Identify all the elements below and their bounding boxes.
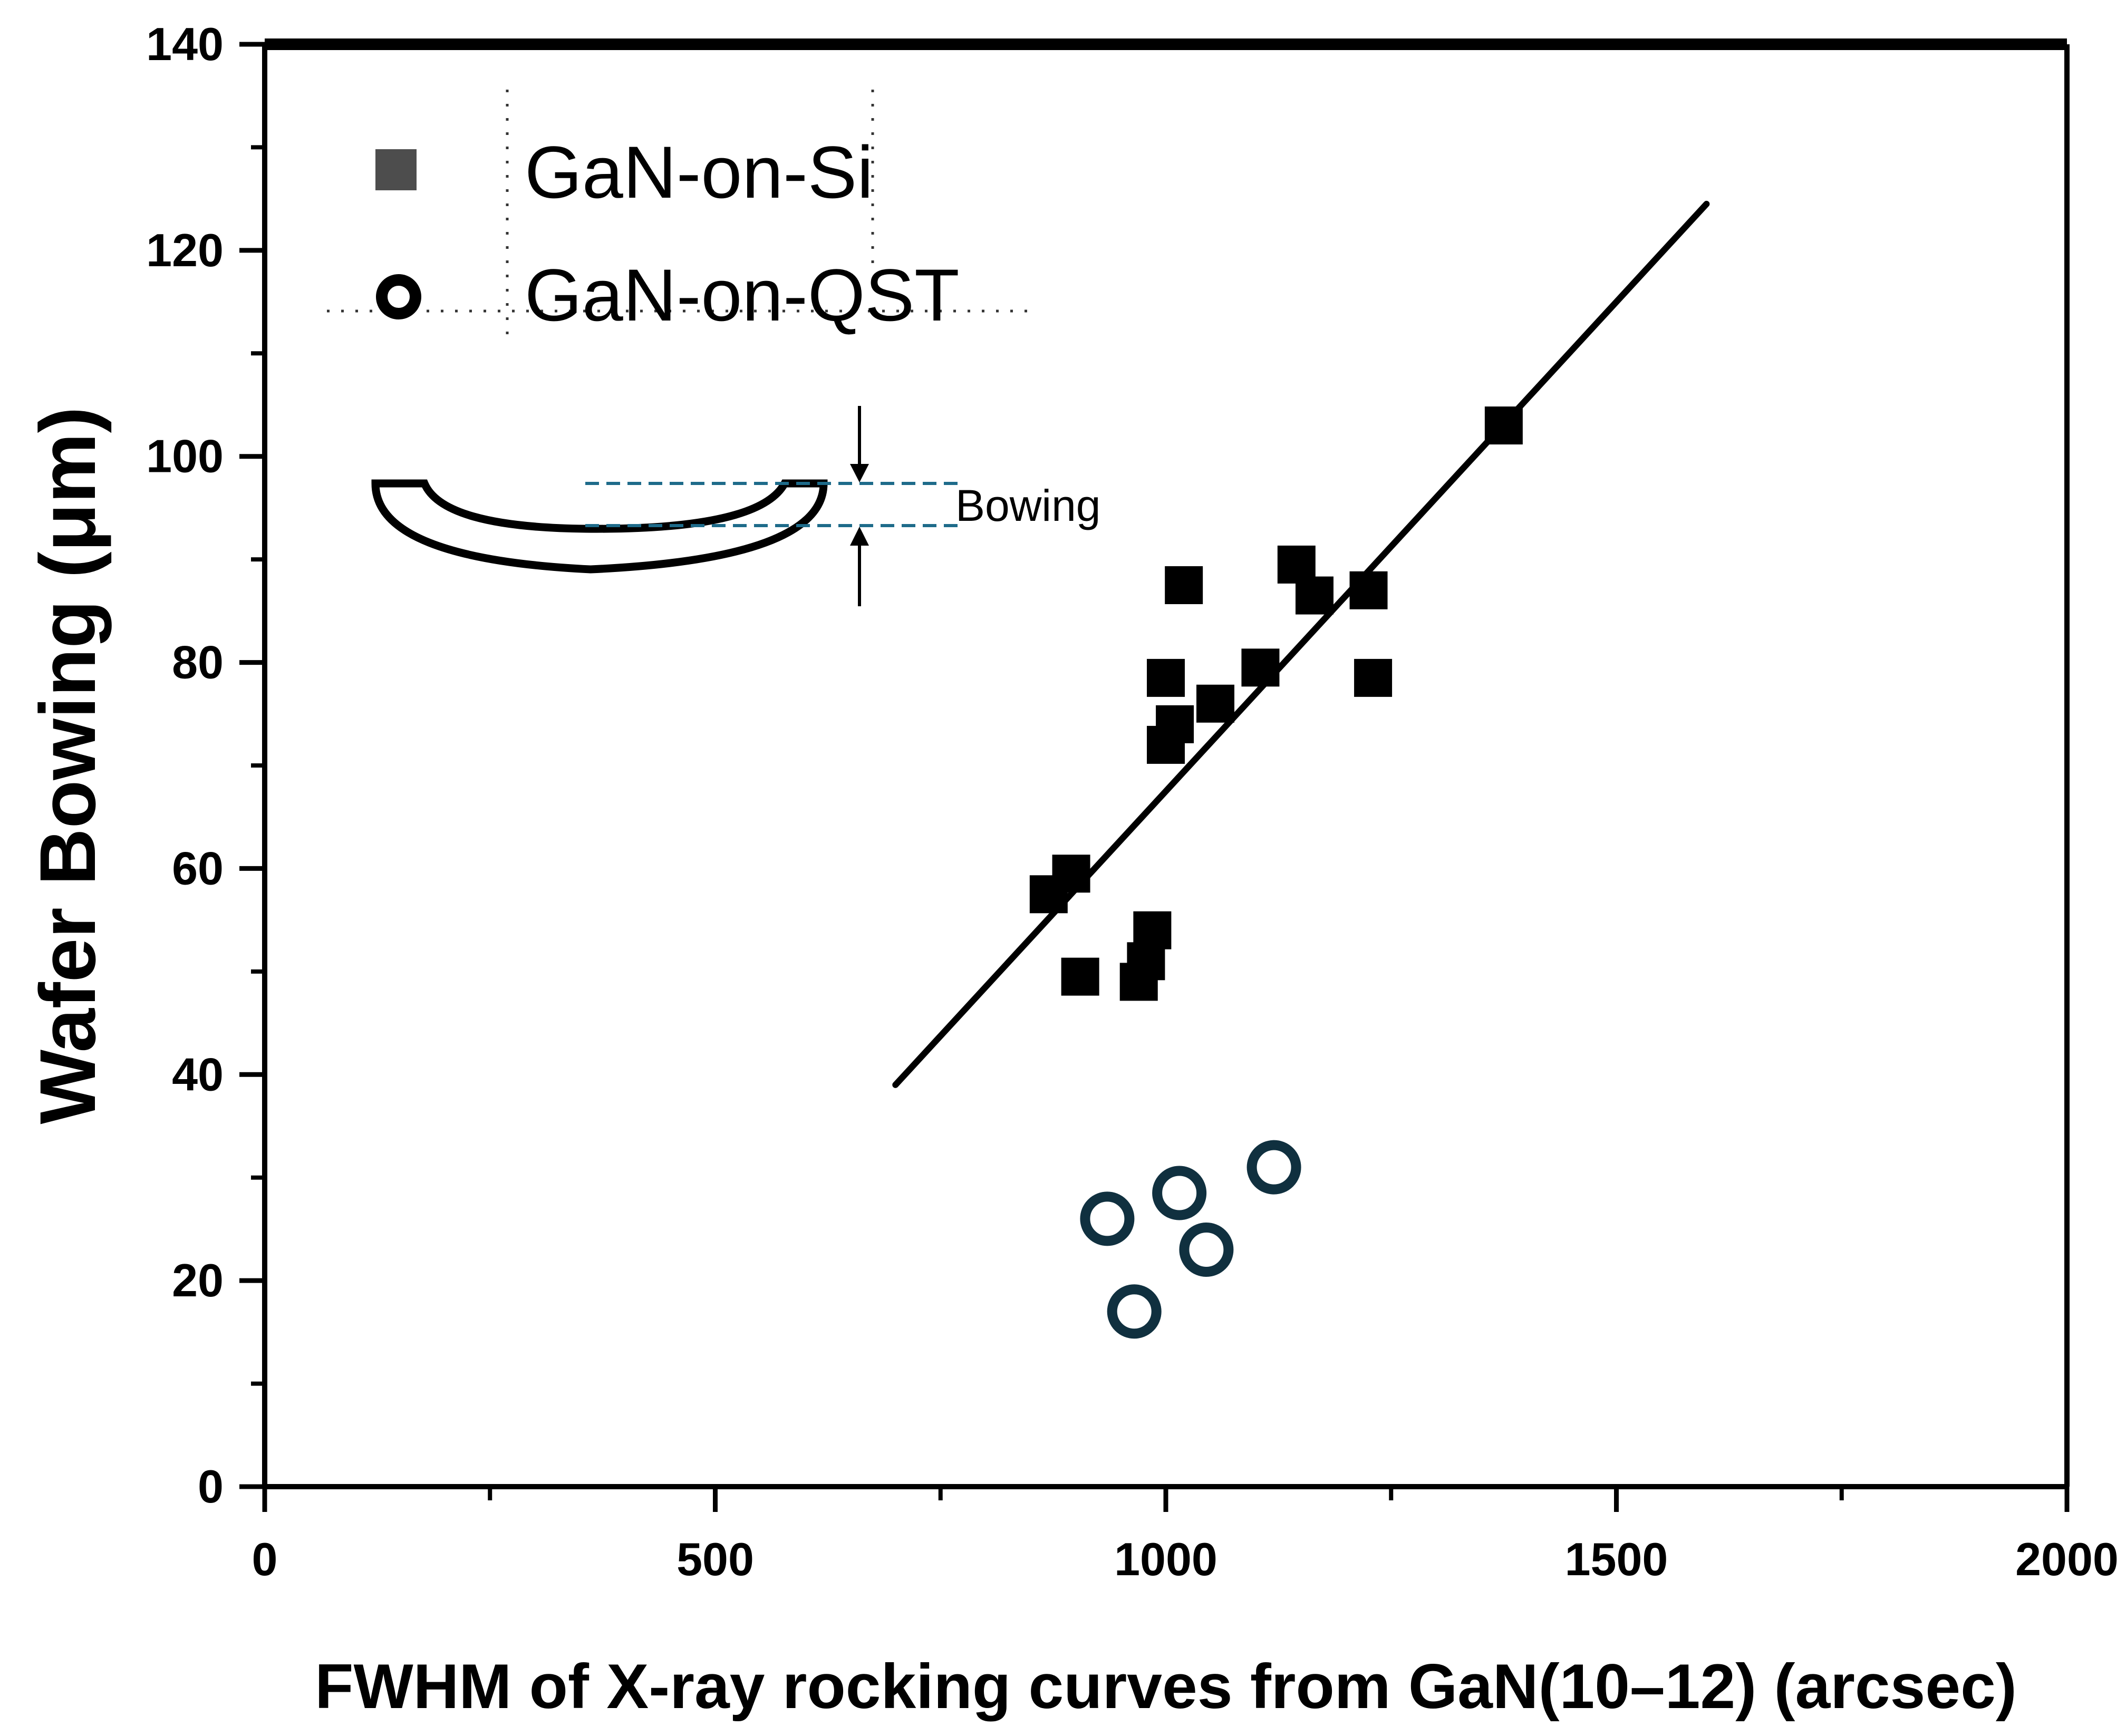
legend-marker-gan-on-qst xyxy=(376,274,421,319)
data-point-gan-on-qst xyxy=(1179,1223,1234,1277)
x-tick-label: 2000 xyxy=(2015,1533,2119,1585)
data-point-gan-on-si xyxy=(1156,705,1194,743)
legend: GaN-on-Si GaN-on-QST xyxy=(327,90,1028,343)
x-tick-label: 500 xyxy=(677,1533,754,1585)
data-point-gan-on-si xyxy=(1061,957,1099,996)
data-point-gan-on-qst xyxy=(1152,1166,1207,1220)
x-tick-label: 1000 xyxy=(1114,1533,1217,1585)
bowing-label: Bowing xyxy=(955,481,1101,530)
data-point-gan-on-si xyxy=(1295,576,1333,615)
data-point-gan-on-si xyxy=(1133,911,1172,949)
arrow-down-icon xyxy=(850,464,869,482)
x-axis-ticks: 0 500 1000 1500 2000 xyxy=(252,1487,2119,1585)
y-tick-label: 100 xyxy=(146,430,224,482)
data-point-gan-on-si xyxy=(1349,571,1388,609)
y-tick-label: 140 xyxy=(146,18,224,70)
wafer-bow-inset: Bowing xyxy=(371,406,1101,606)
arrow-up-icon xyxy=(850,527,869,546)
x-tick-label: 0 xyxy=(252,1533,278,1585)
wafer-shape xyxy=(371,479,828,574)
y-tick-label: 0 xyxy=(198,1460,224,1512)
data-point-gan-on-si xyxy=(1147,658,1185,697)
series-gan-on-si xyxy=(1029,406,1523,1001)
y-tick-label: 20 xyxy=(172,1254,224,1306)
y-tick-label: 120 xyxy=(146,224,224,276)
y-axis-title: Wafer Bowing (μm) xyxy=(23,406,112,1124)
legend-label-gan-on-qst: GaN-on-QST xyxy=(525,254,960,336)
linear-fit-line xyxy=(892,200,1710,1088)
series-gan-on-qst xyxy=(1080,1140,1301,1339)
legend-label-gan-on-si: GaN-on-Si xyxy=(525,131,873,214)
y-tick-label: 60 xyxy=(172,842,224,894)
data-point-gan-on-si xyxy=(1484,406,1523,445)
y-axis-ticks: 0 20 40 60 80 100 120 140 xyxy=(146,18,265,1512)
data-point-gan-on-si xyxy=(1196,684,1234,723)
data-point-gan-on-qst xyxy=(1246,1140,1301,1195)
y-tick-label: 80 xyxy=(172,636,224,688)
data-point-gan-on-si xyxy=(1052,855,1090,893)
x-tick-label: 1500 xyxy=(1565,1533,1668,1585)
data-point-gan-on-qst xyxy=(1107,1284,1162,1339)
y-tick-label: 40 xyxy=(172,1048,224,1100)
legend-marker-gan-on-si xyxy=(375,149,417,190)
data-point-gan-on-si xyxy=(1241,648,1280,687)
data-point-gan-on-qst xyxy=(1080,1191,1135,1246)
data-point-gan-on-si xyxy=(1165,566,1203,604)
data-point-gan-on-si xyxy=(1354,658,1393,697)
x-axis-title: FWHM of X-ray rocking curves from GaN(10… xyxy=(315,1651,2017,1722)
